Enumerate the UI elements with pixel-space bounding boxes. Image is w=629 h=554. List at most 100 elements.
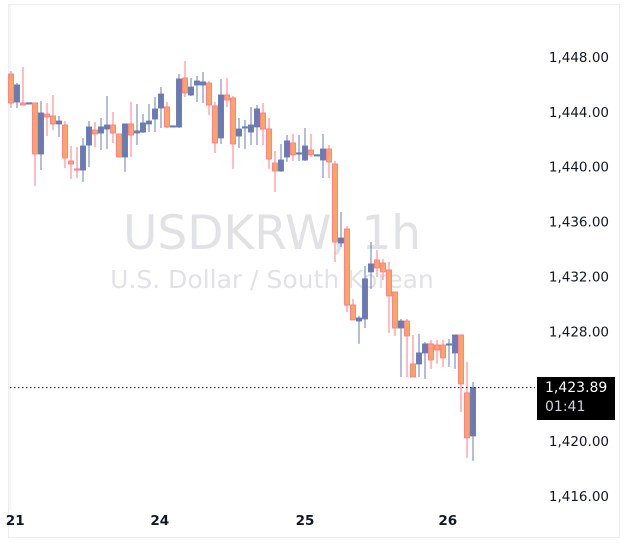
candle-body	[386, 269, 392, 297]
candle	[50, 94, 56, 130]
candle-body	[68, 160, 74, 165]
candle-body	[470, 387, 476, 437]
candle-body	[170, 125, 176, 128]
candle-body	[308, 149, 314, 156]
candle-body	[446, 343, 452, 346]
candle-body	[110, 124, 116, 134]
candle	[344, 225, 350, 312]
candle-body	[410, 363, 416, 378]
candle-body	[200, 81, 206, 86]
candle-body	[266, 128, 272, 160]
candle	[284, 135, 290, 162]
candle	[392, 291, 398, 336]
candle	[20, 67, 26, 106]
candle-body	[248, 124, 254, 133]
candle-body	[260, 112, 266, 130]
candle	[380, 259, 386, 280]
price-tick-label: 1,416.00	[549, 489, 609, 505]
candle	[14, 83, 20, 109]
candle	[428, 339, 434, 369]
candle-body	[212, 105, 218, 144]
price-tick-label: 1,420.00	[549, 434, 609, 450]
candle	[356, 315, 362, 344]
candle	[350, 298, 356, 321]
candle	[248, 106, 254, 146]
candle	[140, 114, 146, 133]
candle	[176, 74, 182, 129]
price-tick-label: 1,432.00	[549, 269, 609, 285]
candle-body	[440, 344, 446, 359]
candle	[290, 133, 296, 161]
candle-body	[368, 263, 374, 273]
candle	[32, 102, 38, 186]
candle-body	[290, 142, 296, 156]
candle-body	[254, 108, 260, 128]
candle	[410, 334, 416, 378]
candle	[182, 60, 188, 98]
candle-body	[104, 124, 110, 130]
time-tick-label: 21	[6, 513, 25, 529]
price-tick-label: 1,428.00	[549, 324, 609, 340]
candle-body	[164, 106, 170, 128]
candle-body	[74, 168, 80, 171]
candle	[332, 160, 338, 262]
candle	[362, 266, 368, 328]
candle	[416, 333, 422, 377]
price-tick-label: 1,448.00	[549, 50, 609, 66]
candle	[92, 122, 98, 147]
candle-body	[464, 392, 470, 439]
candle-body	[302, 145, 308, 161]
time-tick-label: 24	[150, 513, 169, 529]
candle-body	[26, 102, 32, 105]
candle	[230, 95, 236, 169]
candle-body	[20, 102, 26, 106]
time-tick-label: 26	[438, 513, 457, 529]
candle-body	[326, 148, 332, 163]
candle	[146, 104, 152, 133]
candle	[266, 118, 272, 169]
candle-body	[284, 140, 290, 158]
candle	[440, 339, 446, 367]
candle	[254, 104, 260, 146]
candle	[164, 101, 170, 129]
candle-body	[422, 343, 428, 354]
candle-body	[344, 228, 350, 306]
candle	[368, 242, 374, 289]
candle-body	[176, 78, 182, 128]
candle-body	[98, 126, 104, 134]
candle-body	[128, 123, 134, 136]
candle-body	[140, 122, 146, 133]
candle	[62, 121, 68, 168]
candle-body	[314, 154, 320, 157]
price-tick-label: 1,440.00	[549, 160, 609, 176]
candle-body	[218, 94, 224, 139]
candle-body	[350, 304, 356, 321]
candle	[314, 154, 320, 157]
candle	[218, 78, 224, 144]
candle-body	[278, 159, 284, 172]
description-watermark: U.S. Dollar / South Korean	[110, 265, 434, 294]
candle	[134, 104, 140, 146]
candle-body	[452, 334, 458, 354]
candle	[110, 111, 116, 143]
candle-body	[458, 334, 464, 385]
candle-body	[134, 130, 140, 134]
candle	[278, 143, 284, 172]
price-axis[interactable]: 1,448.00 1,444.00 1,440.00 1,436.00 1,432.00…	[549, 50, 609, 505]
candle-body	[158, 93, 164, 109]
candle	[272, 150, 278, 192]
time-axis[interactable]: 21 24 25 26	[6, 513, 457, 529]
candle-body	[182, 77, 188, 94]
candle-body	[242, 126, 248, 129]
candle	[68, 146, 74, 179]
candle	[296, 135, 302, 161]
candle-body	[14, 84, 20, 103]
candle-body	[8, 73, 14, 104]
candle	[374, 249, 380, 277]
candle-body	[62, 124, 68, 159]
candle	[152, 97, 158, 133]
candle	[326, 145, 332, 178]
candle	[194, 76, 200, 102]
candle	[8, 70, 14, 109]
